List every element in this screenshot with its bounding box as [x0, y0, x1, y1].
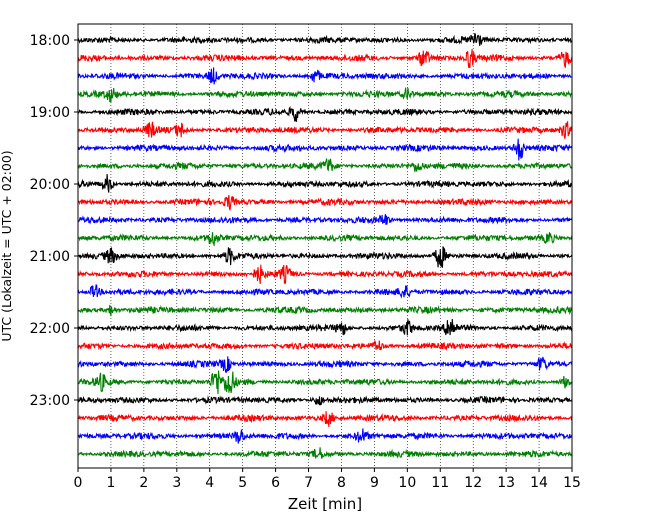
seismogram-traces	[77, 32, 573, 459]
trace-2330	[77, 428, 573, 444]
trace-2145	[77, 304, 573, 317]
x-tick-label-0: 0	[74, 475, 83, 491]
trace-1915	[77, 120, 573, 139]
x-tick-label-8: 8	[337, 475, 346, 491]
x-tick-label-14: 14	[530, 475, 548, 491]
trace-2015	[77, 194, 573, 211]
trace-2200	[77, 318, 573, 336]
trace-2130	[77, 284, 573, 299]
x-tick-label-10: 10	[398, 475, 416, 491]
trace-2300	[77, 395, 573, 406]
x-tick-label-3: 3	[172, 475, 181, 491]
trace-2100	[77, 246, 573, 268]
x-tick-label-7: 7	[304, 475, 313, 491]
x-tick-label-13: 13	[497, 475, 515, 491]
trace-1815	[77, 48, 573, 69]
y-tick-label-2: 20:00	[30, 177, 70, 193]
trace-2315	[77, 411, 573, 427]
y-tick-label-5: 23:00	[30, 393, 70, 409]
y-tick-label-0: 18:00	[30, 33, 70, 49]
grid-lines	[110, 24, 540, 468]
trace-2245	[77, 370, 573, 395]
trace-1900	[77, 105, 573, 123]
x-tick-label-2: 2	[139, 475, 148, 491]
trace-1800	[77, 32, 573, 46]
trace-1945	[77, 158, 573, 172]
x-tick-label-15: 15	[563, 475, 581, 491]
trace-2030	[77, 214, 573, 225]
trace-1845	[77, 87, 573, 103]
trace-2215	[77, 339, 573, 352]
trace-2045	[77, 232, 573, 246]
x-tick-label-9: 9	[370, 475, 379, 491]
y-tick-label-3: 21:00	[30, 249, 70, 265]
x-tick-label-6: 6	[271, 475, 280, 491]
x-tick-label-12: 12	[464, 475, 482, 491]
x-axis-ticks: 0 1 2 3 4 5 6 7 8 9 10 11 12 13 14 15	[74, 468, 581, 491]
trace-2345	[77, 447, 573, 459]
plot-frame	[77, 23, 573, 469]
trace-2000	[77, 174, 573, 193]
x-axis-label: Zeit [min]	[288, 495, 362, 513]
y-axis-label: UTC (Lokalzeit = UTC + 02:00)	[0, 150, 14, 341]
x-tick-label-4: 4	[205, 475, 214, 491]
trace-1830	[77, 67, 573, 85]
y-tick-label-4: 22:00	[30, 321, 70, 337]
x-tick-label-1: 1	[106, 475, 115, 491]
x-tick-label-11: 11	[431, 475, 449, 491]
trace-2115	[77, 264, 573, 284]
y-axis-ticks: 18:00 19:00 20:00 21:00 22:00 23:00	[30, 33, 78, 409]
trace-1930	[77, 138, 573, 161]
plot-background	[78, 24, 572, 468]
y-tick-label-1: 19:00	[30, 105, 70, 121]
trace-2230	[77, 356, 573, 374]
x-tick-label-5: 5	[238, 475, 247, 491]
